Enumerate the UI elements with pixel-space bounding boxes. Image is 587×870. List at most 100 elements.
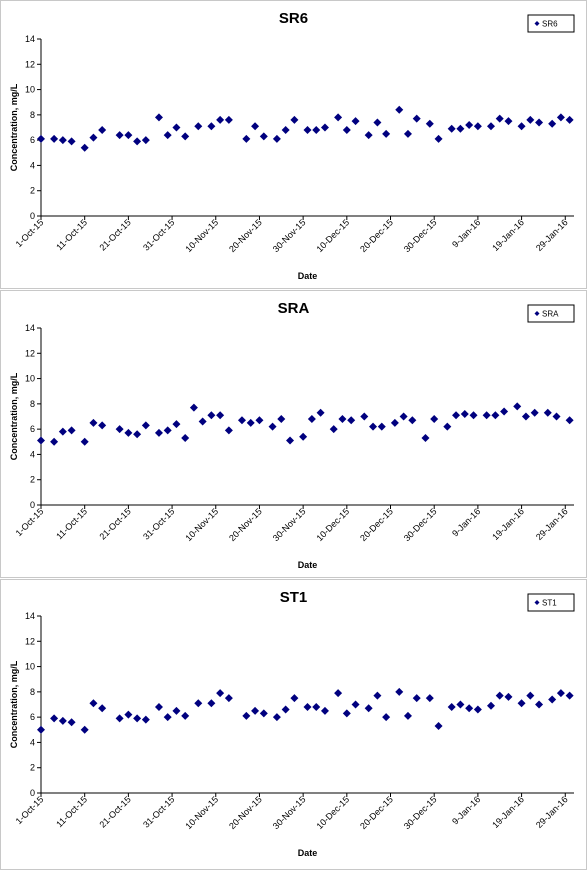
y-tick-label: 4 xyxy=(30,160,35,170)
data-point xyxy=(98,126,107,135)
y-tick-label: 6 xyxy=(30,424,35,434)
data-point xyxy=(58,427,67,436)
data-point xyxy=(58,136,67,145)
x-tick-label: 30-Nov-15 xyxy=(271,794,308,831)
data-point xyxy=(246,418,255,427)
x-tick-label: 11-Oct-15 xyxy=(54,217,89,252)
x-tick-label: 20-Dec-15 xyxy=(358,506,395,543)
x-tick-label: 19-Jan-16 xyxy=(490,794,526,830)
data-point xyxy=(163,426,172,435)
data-point xyxy=(163,131,172,140)
y-tick-label: 14 xyxy=(25,34,35,44)
data-point xyxy=(268,422,277,431)
y-tick-label: 12 xyxy=(25,636,35,646)
y-tick-label: 2 xyxy=(30,186,35,196)
y-tick-label: 4 xyxy=(30,449,35,459)
data-point xyxy=(154,428,163,437)
data-point xyxy=(224,115,233,124)
x-tick-label: 20-Nov-15 xyxy=(227,217,264,254)
data-point xyxy=(495,691,504,700)
data-point xyxy=(207,699,216,708)
y-tick-label: 10 xyxy=(25,374,35,384)
chart-title: SRA xyxy=(278,300,310,317)
legend-box xyxy=(527,593,575,612)
data-point xyxy=(517,122,526,131)
data-point xyxy=(37,134,45,143)
data-point xyxy=(473,705,482,714)
data-point xyxy=(58,716,67,725)
data-point xyxy=(286,436,295,445)
data-point xyxy=(548,119,557,128)
y-tick-label: 0 xyxy=(30,500,35,510)
data-point xyxy=(452,411,461,420)
data-point xyxy=(434,721,443,730)
data-point xyxy=(198,417,207,426)
data-point xyxy=(556,113,565,122)
data-point xyxy=(154,703,163,712)
data-point xyxy=(133,714,142,723)
x-tick-label: 21-Oct-15 xyxy=(97,217,132,252)
data-point xyxy=(141,421,150,430)
data-point xyxy=(548,695,557,704)
chart-panel-st1: ST1 0 2 4 6 8 10 12 14 1-Oct-15 11-Oct-15 21-Oct-15… xyxy=(0,579,587,870)
data-point xyxy=(251,122,260,131)
x-tick-label: 29-Jan-16 xyxy=(534,794,570,830)
data-point xyxy=(98,704,107,713)
data-point xyxy=(465,704,474,713)
x-tick-label: 21-Oct-15 xyxy=(97,506,132,541)
data-point xyxy=(124,131,133,140)
y-tick-label: 8 xyxy=(30,110,35,120)
x-tick-label: 20-Dec-15 xyxy=(358,217,395,254)
legend-marker xyxy=(534,21,540,26)
data-point xyxy=(80,143,89,152)
y-tick-label: 14 xyxy=(25,611,35,621)
data-point xyxy=(347,416,356,425)
x-axis-title: Date xyxy=(298,848,318,858)
data-point xyxy=(334,113,343,122)
data-point xyxy=(351,700,360,709)
data-point xyxy=(460,409,469,418)
x-tick-label: 20-Dec-15 xyxy=(358,794,395,831)
data-point xyxy=(251,706,260,715)
data-point xyxy=(465,120,474,129)
data-point xyxy=(216,411,225,420)
data-point xyxy=(395,105,404,114)
data-point xyxy=(312,703,321,712)
chart-sra: SRA 0 2 4 6 8 10 12 14 1-Oct-15 11-Oct-15 21-Oct-15… xyxy=(9,300,575,570)
y-tick-label: 8 xyxy=(30,687,35,697)
y-tick-label: 0 xyxy=(30,788,35,798)
data-point xyxy=(434,134,443,143)
data-point xyxy=(412,694,421,703)
data-point xyxy=(50,714,59,723)
data-point xyxy=(535,118,544,127)
data-point xyxy=(425,694,434,703)
data-point xyxy=(277,415,286,424)
data-point xyxy=(303,703,312,712)
data-point xyxy=(312,126,321,135)
legend-label: ST1 xyxy=(542,599,557,608)
data-point xyxy=(377,422,386,431)
data-point xyxy=(329,425,338,434)
x-tick-label: 11-Oct-15 xyxy=(54,794,89,829)
x-tick-label: 10-Dec-15 xyxy=(314,217,351,254)
data-point xyxy=(89,133,98,142)
data-point xyxy=(181,132,190,141)
x-tick-label: 31-Oct-15 xyxy=(141,217,176,252)
y-tick-label: 12 xyxy=(25,59,35,69)
data-point xyxy=(425,119,434,128)
data-point xyxy=(473,122,482,131)
y-tick-label: 6 xyxy=(30,135,35,145)
data-point xyxy=(390,418,399,427)
data-point xyxy=(163,713,172,722)
data-point xyxy=(552,412,561,421)
x-tick-label: 31-Oct-15 xyxy=(141,506,176,541)
data-point xyxy=(272,134,281,143)
x-tick-label: 21-Oct-15 xyxy=(97,794,132,829)
data-point xyxy=(342,709,351,718)
chart-title: SR6 xyxy=(279,10,308,27)
data-point xyxy=(207,411,216,420)
x-tick-label: 9-Jan-16 xyxy=(450,794,482,826)
x-tick-label: 30-Dec-15 xyxy=(402,217,439,254)
data-point xyxy=(447,124,456,133)
chart-panel-sr6: SR6 0 2 4 6 8 10 12 14 1-Oct-15 11-Oct-15 21-Oct-15… xyxy=(0,0,587,289)
